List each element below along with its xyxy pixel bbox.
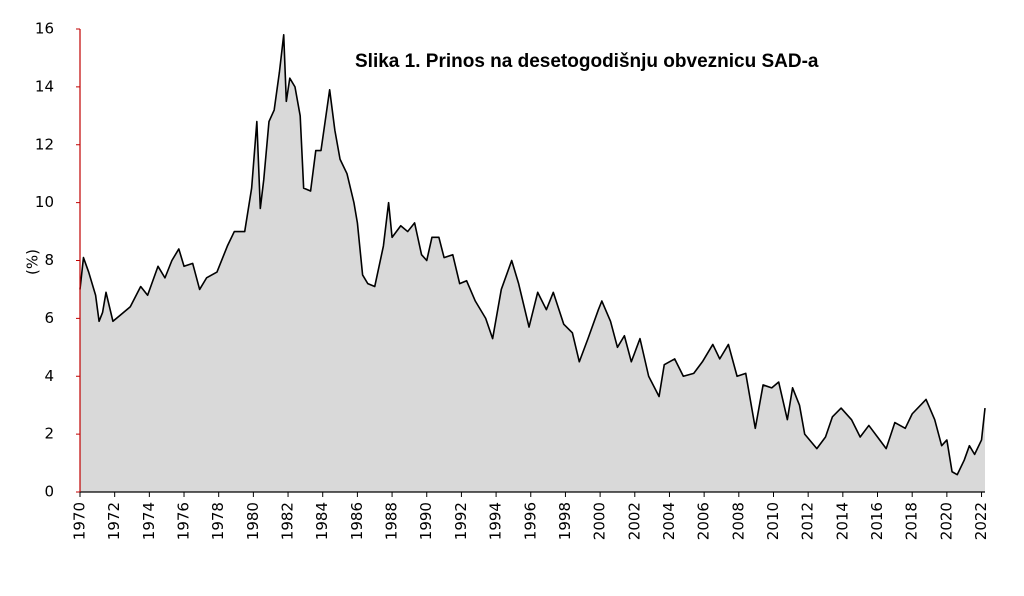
x-tick-label: 1990 xyxy=(417,502,435,540)
x-tick-label: 2022 xyxy=(972,502,990,540)
y-tick-label: 12 xyxy=(35,135,54,153)
x-tick-label: 1984 xyxy=(313,502,331,540)
x-tick-label: 1982 xyxy=(279,502,297,540)
y-axis-label: (%) xyxy=(24,249,42,275)
x-tick-label: 1972 xyxy=(105,502,123,540)
x-tick-label: 2004 xyxy=(660,502,678,540)
x-tick-label: 2018 xyxy=(903,502,921,540)
x-tick-label: 2014 xyxy=(833,502,851,540)
x-tick-label: 1994 xyxy=(487,502,505,540)
x-tick-label: 1976 xyxy=(175,502,193,540)
x-tick-label: 1998 xyxy=(556,502,574,540)
y-tick-label: 14 xyxy=(35,77,54,95)
x-tick-label: 2000 xyxy=(591,502,609,540)
x-tick-label: 1974 xyxy=(140,502,158,540)
x-tick-label: 1970 xyxy=(71,502,89,540)
x-tick-label: 1988 xyxy=(383,502,401,540)
x-tick-label: 2016 xyxy=(868,502,886,540)
y-tick-label: 0 xyxy=(44,483,54,501)
x-tick-label: 2012 xyxy=(799,502,817,540)
x-tick-label: 2008 xyxy=(729,502,747,540)
y-tick-label: 4 xyxy=(44,367,54,385)
x-tick-label: 2020 xyxy=(937,502,955,540)
y-tick-label: 10 xyxy=(35,193,54,211)
x-tick-label: 1986 xyxy=(348,502,366,540)
y-tick-label: 8 xyxy=(44,251,54,269)
area-fill xyxy=(80,34,985,492)
y-tick-label: 2 xyxy=(44,425,54,443)
x-tick-label: 1980 xyxy=(244,502,262,540)
y-tick-label: 6 xyxy=(44,309,54,327)
x-tick-label: 2010 xyxy=(764,502,782,540)
x-tick-label: 2002 xyxy=(625,502,643,540)
yield-line xyxy=(79,33,986,476)
x-tick-label: 1996 xyxy=(521,502,539,540)
x-tick-label: 2006 xyxy=(695,502,713,540)
y-tick-label: 16 xyxy=(35,20,54,38)
chart-title: Slika 1. Prinos na desetogodišnju obvezn… xyxy=(355,51,819,72)
x-tick-label: 1992 xyxy=(452,502,470,540)
x-tick-label: 1978 xyxy=(209,502,227,540)
